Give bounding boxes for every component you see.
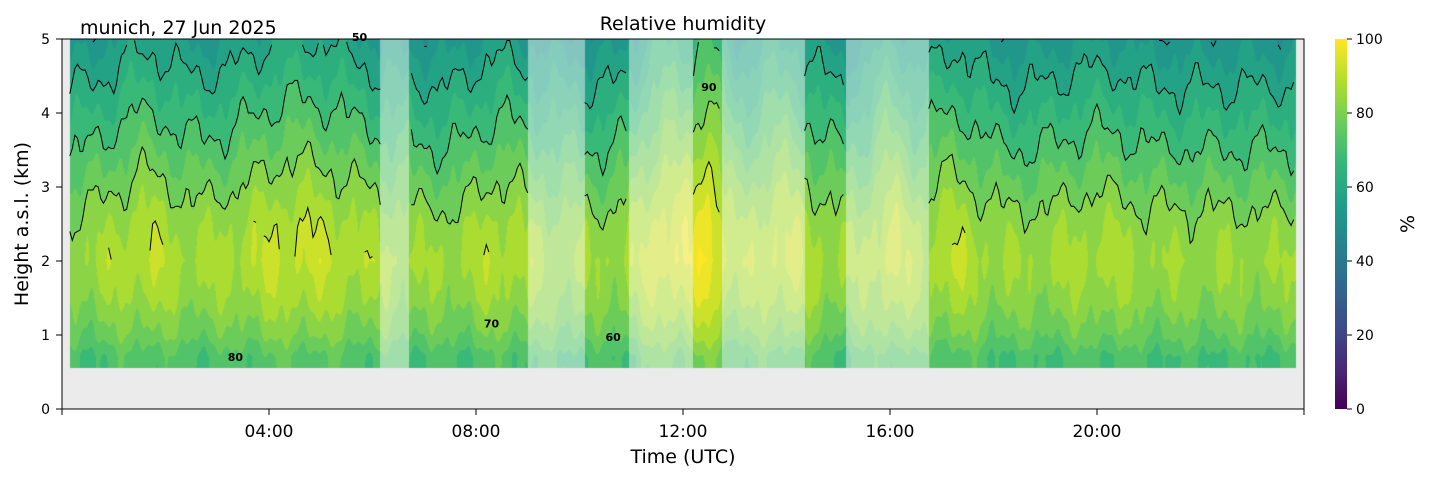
contour-line-70 — [714, 47, 720, 52]
contour-line-70 — [928, 98, 1295, 177]
colorbar-tick-label: 40 — [1356, 254, 1374, 270]
contour-label: 70 — [484, 318, 500, 331]
contour-line-50 — [1277, 44, 1282, 50]
contour-labels: 90 80 70 60 50 — [228, 31, 717, 364]
y-tick-label: 2 — [41, 254, 50, 270]
x-axis-label: Time (UTC) — [629, 446, 735, 468]
contour-line-60 — [69, 44, 128, 96]
colorbar-tick-label: 20 — [1356, 328, 1374, 344]
contour-line-90 — [263, 223, 280, 250]
contour-line-60 — [804, 45, 844, 86]
y-axis-ticks: 0 1 2 3 4 5 — [41, 32, 62, 418]
contour-line-60 — [928, 44, 1295, 117]
contour-lines — [69, 38, 1295, 260]
y-tick-label: 0 — [41, 402, 50, 418]
y-tick-label: 5 — [41, 32, 50, 48]
contour-line-50 — [1159, 40, 1170, 46]
x-tick-label: 04:00 — [245, 422, 294, 442]
colorbar-tick-label: 80 — [1356, 106, 1374, 122]
location-date-label: munich, 27 Jun 2025 — [80, 17, 277, 39]
contour-line-90 — [692, 160, 720, 213]
contour-line-70 — [584, 115, 627, 177]
contour-line-80 — [584, 193, 627, 231]
axes-frame — [61, 38, 1305, 410]
contour-line-80 — [411, 162, 529, 225]
contour-line-60 — [346, 41, 381, 92]
colorbar-tick-label: 100 — [1356, 32, 1383, 48]
y-axis-label: Height a.s.l. (km) — [11, 142, 33, 306]
colorbar-gradient — [1335, 39, 1347, 409]
contour-line-90 — [108, 247, 112, 260]
contour-line-90 — [149, 220, 164, 251]
contour-line-60 — [584, 64, 627, 110]
x-tick-label: 12:00 — [659, 422, 708, 442]
contour-line-60 — [134, 40, 273, 95]
contour-line-90 — [364, 249, 373, 259]
y-tick-label: 1 — [41, 328, 50, 344]
contour-line-90 — [483, 242, 490, 256]
contour-line-50 — [1210, 40, 1217, 48]
contour-line-70 — [692, 41, 699, 77]
contour-label: 60 — [605, 331, 621, 344]
contour-line-70 — [69, 79, 381, 161]
colorbar-ticks: 0 20 40 60 80 100 — [1347, 32, 1383, 418]
contour-line-80 — [928, 153, 1295, 245]
chart-title: Relative humidity — [600, 13, 767, 35]
contour-line-90 — [951, 225, 966, 246]
colorbar: 0 20 40 60 80 100 % — [1335, 32, 1419, 418]
contour-line-80 — [804, 177, 844, 217]
contour-line-80 — [69, 140, 381, 242]
y-tick-label: 4 — [41, 106, 50, 122]
contour-line-60 — [322, 38, 340, 57]
contour-line-70 — [410, 93, 529, 176]
colorbar-label: % — [1397, 215, 1419, 233]
contour-line-70 — [804, 118, 844, 146]
x-axis-ticks: 04:00 08:00 12:00 16:00 20:00 — [61, 409, 1305, 442]
contour-line-90 — [294, 205, 332, 257]
colorbar-tick-label: 0 — [1356, 402, 1365, 418]
contour-line-80 — [692, 100, 720, 133]
contour-label: 90 — [701, 81, 717, 94]
contour-line-90 — [253, 220, 257, 223]
y-tick-label: 3 — [41, 180, 50, 196]
contour-line-60 — [302, 43, 319, 58]
colorbar-tick-label: 60 — [1356, 180, 1374, 196]
rh-heatmap — [62, 39, 1304, 409]
contour-line-60 — [410, 40, 529, 105]
x-tick-label: 20:00 — [1073, 422, 1122, 442]
contour-label: 50 — [352, 31, 368, 44]
x-tick-label: 16:00 — [866, 422, 915, 442]
x-tick-label: 08:00 — [452, 422, 501, 442]
contour-label: 80 — [228, 351, 244, 364]
